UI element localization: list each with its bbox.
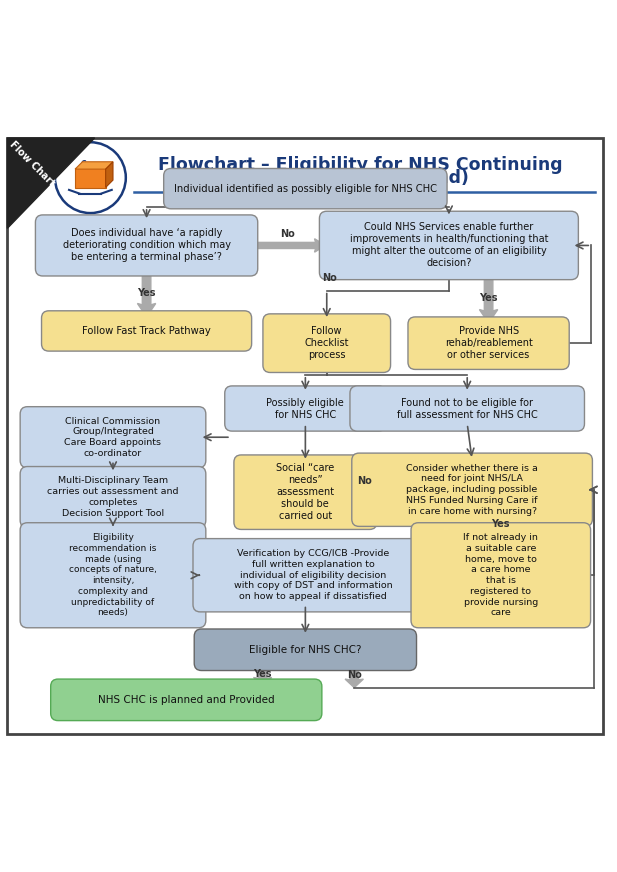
Text: Yes: Yes [254, 669, 272, 679]
Text: No: No [347, 671, 362, 680]
Text: Box: Box [83, 167, 98, 176]
FancyBboxPatch shape [320, 211, 578, 280]
Polygon shape [106, 162, 113, 187]
Text: Eligibility
recommendation is
made (using
concepts of nature,
intensity,
complex: Eligibility recommendation is made (usin… [69, 533, 157, 617]
Text: Could NHS Services enable further
improvements in health/functioning that
might : Could NHS Services enable further improv… [350, 222, 548, 269]
Text: Follow
Checklist
process: Follow Checklist process [305, 326, 349, 360]
FancyArrow shape [492, 519, 510, 528]
Text: No: No [357, 476, 372, 487]
FancyBboxPatch shape [35, 215, 258, 276]
FancyBboxPatch shape [193, 539, 434, 612]
Text: Follow Fast Track Pathway: Follow Fast Track Pathway [82, 326, 211, 336]
FancyBboxPatch shape [225, 386, 386, 431]
Text: Eligible for NHS CHC?: Eligible for NHS CHC? [249, 644, 362, 655]
Polygon shape [7, 138, 94, 228]
Text: Yes: Yes [492, 519, 510, 529]
FancyBboxPatch shape [408, 317, 569, 370]
Text: Consider whether there is a
need for joint NHS/LA
package, including possible
NH: Consider whether there is a need for joi… [406, 464, 538, 515]
Circle shape [55, 142, 126, 213]
FancyBboxPatch shape [263, 314, 391, 372]
FancyArrow shape [345, 664, 363, 688]
FancyBboxPatch shape [20, 522, 206, 628]
FancyBboxPatch shape [194, 629, 416, 671]
Polygon shape [75, 162, 113, 169]
Text: No: No [281, 229, 296, 240]
FancyBboxPatch shape [411, 522, 590, 628]
Text: Provide NHS
rehab/reablement
or other services: Provide NHS rehab/reablement or other se… [445, 326, 532, 360]
Text: Health Care (England): Health Care (England) [252, 169, 469, 187]
FancyBboxPatch shape [75, 168, 106, 188]
FancyBboxPatch shape [352, 453, 592, 527]
Text: NHS CHC is planned and Provided: NHS CHC is planned and Provided [98, 695, 275, 705]
FancyArrow shape [138, 269, 155, 317]
Text: If not already in
a suitable care
home, move to
a care home
that is
registered t: If not already in a suitable care home, … [463, 533, 538, 617]
Text: Flow Chart: Flow Chart [7, 140, 56, 188]
Text: No: No [323, 274, 337, 283]
Text: Possibly eligible
for NHS CHC: Possibly eligible for NHS CHC [267, 398, 344, 419]
Text: Found not to be eligible for
full assessment for NHS CHC: Found not to be eligible for full assess… [397, 398, 537, 419]
Text: Care: Care [80, 160, 101, 168]
FancyBboxPatch shape [41, 310, 252, 351]
FancyArrow shape [358, 486, 372, 499]
FancyBboxPatch shape [20, 406, 206, 467]
FancyArrow shape [479, 272, 498, 323]
FancyBboxPatch shape [164, 168, 447, 208]
FancyBboxPatch shape [234, 455, 377, 529]
Text: Clinical Commission
Group/Integrated
Care Board appoints
co-ordinator: Clinical Commission Group/Integrated Car… [65, 417, 162, 458]
Text: Does individual have ‘a rapidly
deteriorating condition which may
be entering a : Does individual have ‘a rapidly deterior… [62, 228, 231, 262]
Text: Flowchart – Eligibility for NHS Continuing: Flowchart – Eligibility for NHS Continui… [158, 156, 563, 174]
Text: Multi-Disciplinary Team
carries out assessment and
completes
Decision Support To: Multi-Disciplinary Team carries out asse… [48, 476, 179, 518]
Text: Yes: Yes [138, 288, 156, 297]
Text: Verification by CCG/ICB -Provide
full written explanation to
individual of eligi: Verification by CCG/ICB -Provide full wr… [234, 549, 392, 602]
FancyBboxPatch shape [350, 386, 584, 431]
Text: Individual identified as possibly eligible for NHS CHC: Individual identified as possibly eligib… [174, 184, 437, 194]
FancyArrow shape [254, 664, 271, 685]
FancyBboxPatch shape [20, 467, 206, 528]
Text: Yes: Yes [479, 293, 498, 303]
FancyArrow shape [251, 239, 326, 252]
Text: Social “care
needs”
assessment
should be
carried out: Social “care needs” assessment should be… [276, 463, 334, 521]
FancyBboxPatch shape [7, 138, 603, 734]
FancyBboxPatch shape [51, 679, 322, 720]
